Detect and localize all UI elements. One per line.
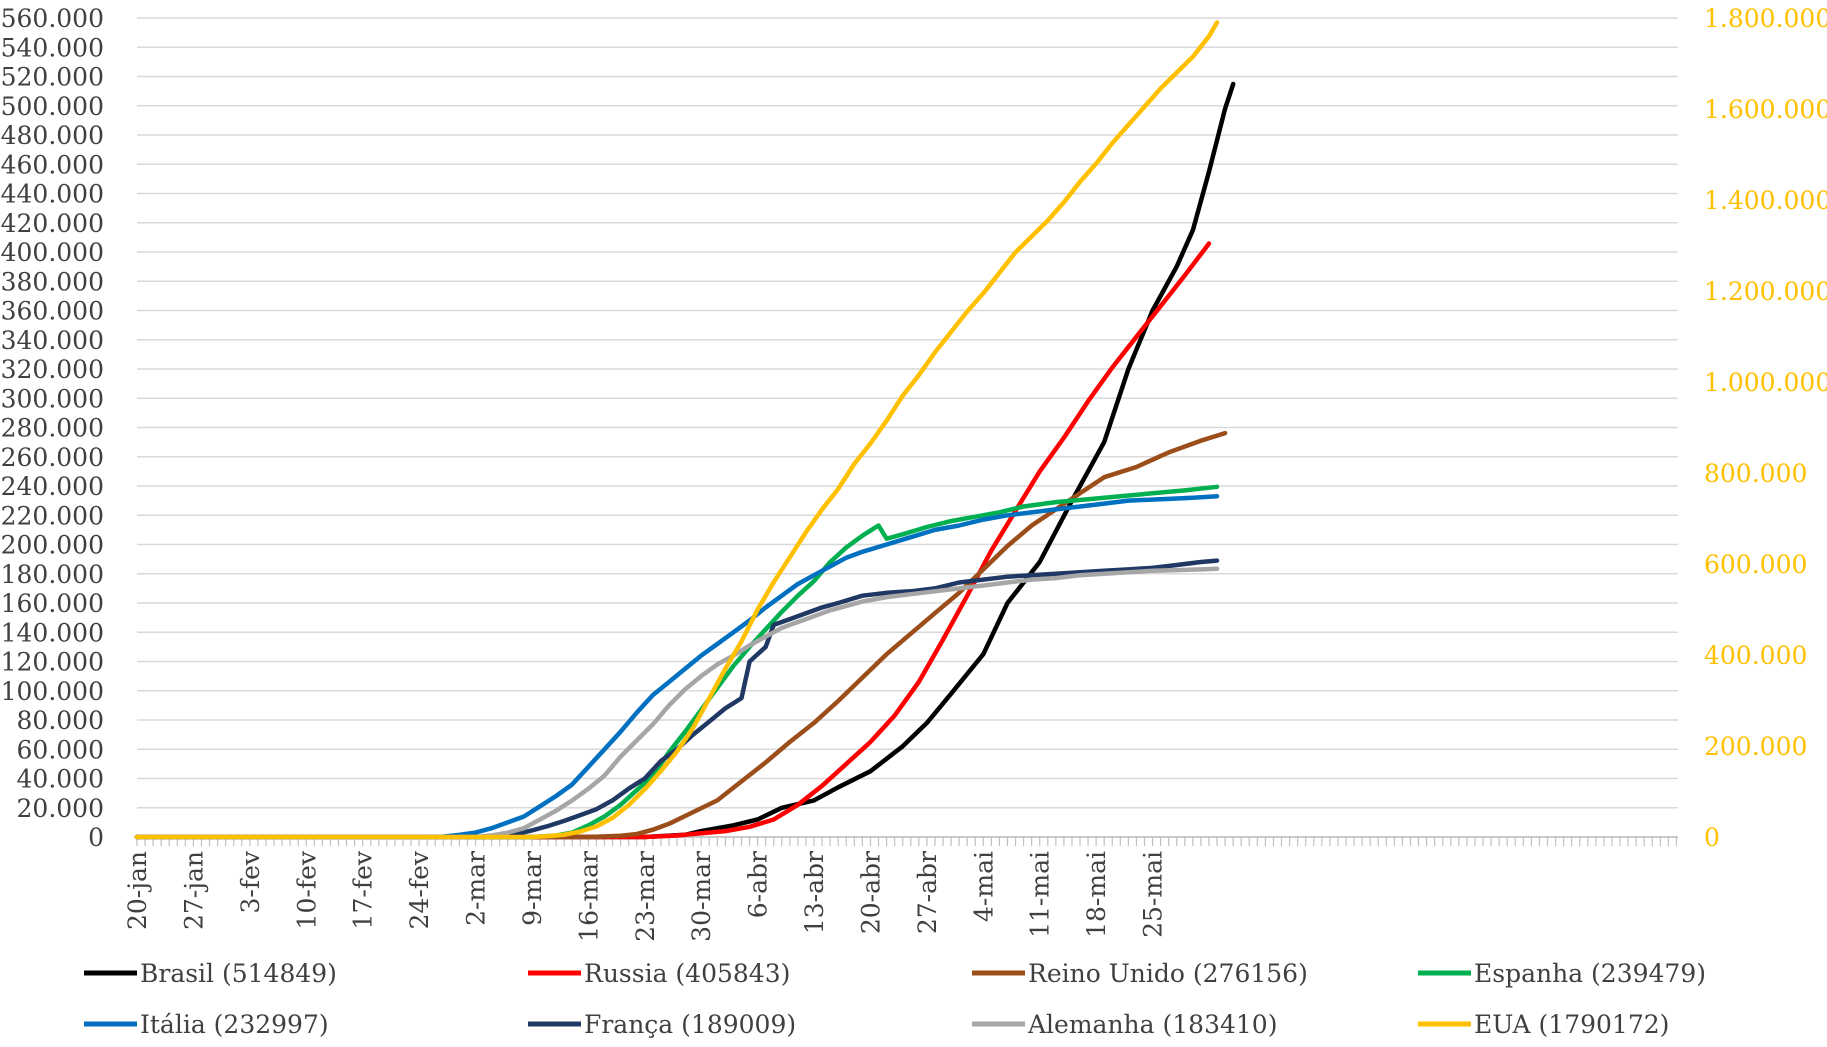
x-tick-label: 13-abr bbox=[800, 851, 829, 934]
legend-label: Brasil (514849) bbox=[140, 959, 337, 988]
x-tick-label: 23-mar bbox=[631, 851, 660, 942]
legend-item: Reino Unido (276156) bbox=[972, 959, 1308, 988]
series-line bbox=[134, 241, 1212, 840]
x-tick-label: 16-mar bbox=[574, 851, 603, 942]
legend-item: França (189009) bbox=[528, 1010, 796, 1039]
x-axis: 20-jan 27-jan 3-fev 10-fev 17-fev 24-fev 2-mar… bbox=[123, 836, 1678, 942]
x-tick-label: 3-fev bbox=[236, 850, 265, 913]
gridlines bbox=[137, 17, 1678, 838]
left-y-tick-label: 560.000 bbox=[1, 4, 104, 33]
left-y-tick-label: 420.000 bbox=[1, 209, 104, 238]
x-tick-label: 20-jan bbox=[123, 851, 152, 930]
left-y-tick-label: 440.000 bbox=[1, 180, 104, 209]
legend-label: Reino Unido (276156) bbox=[1028, 959, 1308, 988]
left-y-tick-label: 40.000 bbox=[17, 765, 104, 794]
left-y-tick-label: 320.000 bbox=[1, 355, 104, 384]
right-y-tick-label: 1.800.000 bbox=[1704, 4, 1827, 33]
left-y-tick-label: 280.000 bbox=[1, 414, 104, 443]
x-tick-label: 9-mar bbox=[518, 851, 547, 926]
left-y-tick-label: 480.000 bbox=[1, 121, 104, 150]
x-tick-label: 20-abr bbox=[856, 851, 885, 934]
x-tick-label: 4-mai bbox=[969, 851, 998, 922]
left-y-tick-label: 360.000 bbox=[1, 297, 104, 326]
right-y-tick-label: 1.600.000 bbox=[1704, 95, 1827, 124]
legend-label: Alemanha (183410) bbox=[1027, 1010, 1277, 1039]
series-line bbox=[134, 484, 1220, 840]
left-y-tick-label: 400.000 bbox=[1, 238, 104, 267]
right-y-tick-label: 200.000 bbox=[1704, 732, 1807, 761]
series-line bbox=[134, 493, 1220, 840]
right-y-tick-label: 1.400.000 bbox=[1704, 186, 1827, 215]
left-y-tick-label: 500.000 bbox=[1, 92, 104, 121]
left-y-tick-label: 240.000 bbox=[1, 472, 104, 501]
x-tick-label: 25-mai bbox=[1139, 851, 1168, 938]
legend-item: EUA (1790172) bbox=[1418, 1010, 1669, 1039]
left-y-tick-label: 200.000 bbox=[1, 531, 104, 560]
left-y-tick-label: 300.000 bbox=[1, 384, 104, 413]
left-y-tick-label: 160.000 bbox=[1, 589, 104, 618]
left-y-tick-label: 220.000 bbox=[1, 501, 104, 530]
x-tick-label: 6-abr bbox=[744, 851, 773, 918]
x-tick-label: 27-jan bbox=[179, 851, 208, 930]
left-y-tick-label: 100.000 bbox=[1, 677, 104, 706]
legend-label: Espanha (239479) bbox=[1474, 959, 1706, 988]
legend-item: Russia (405843) bbox=[528, 959, 790, 988]
right-y-tick-label: 1.200.000 bbox=[1704, 277, 1827, 306]
left-y-tick-label: 180.000 bbox=[1, 560, 104, 589]
left-y-tick-label: 520.000 bbox=[1, 63, 104, 92]
series-line bbox=[134, 20, 1220, 840]
left-y-tick-label: 20.000 bbox=[17, 794, 104, 823]
right-y-tick-label: 600.000 bbox=[1704, 550, 1807, 579]
legend-item: Itália (232997) bbox=[84, 1010, 329, 1039]
left-y-tick-label: 0 bbox=[88, 823, 104, 852]
x-tick-label: 24-fev bbox=[405, 850, 434, 929]
left-y-tick-label: 80.000 bbox=[17, 706, 104, 735]
left-y-tick-label: 120.000 bbox=[1, 648, 104, 677]
legend-item: Espanha (239479) bbox=[1418, 959, 1706, 988]
legend-label: EUA (1790172) bbox=[1474, 1010, 1669, 1039]
right-y-tick-label: 1.000.000 bbox=[1704, 368, 1827, 397]
legend-label: Russia (405843) bbox=[584, 959, 790, 988]
left-y-tick-label: 60.000 bbox=[17, 735, 104, 764]
right-y-axis: 0 200.000 400.000 600.000 800.000 1.000.000 1.… bbox=[1704, 4, 1827, 852]
left-y-tick-label: 140.000 bbox=[1, 618, 104, 647]
x-tick-label: 10-fev bbox=[292, 850, 321, 929]
right-y-tick-label: 400.000 bbox=[1704, 641, 1807, 670]
left-y-tick-label: 460.000 bbox=[1, 150, 104, 179]
x-tick-label: 11-mai bbox=[1026, 851, 1055, 938]
series-line bbox=[134, 566, 1220, 840]
series-lines bbox=[134, 20, 1236, 840]
right-y-tick-label: 0 bbox=[1704, 823, 1720, 852]
left-y-tick-label: 260.000 bbox=[1, 443, 104, 472]
legend-item: Alemanha (183410) bbox=[972, 1010, 1277, 1039]
right-y-tick-label: 800.000 bbox=[1704, 459, 1807, 488]
left-y-axis: 020.00040.00060.00080.000100.000120.0001… bbox=[1, 4, 104, 852]
x-tick-label: 27-abr bbox=[913, 851, 942, 934]
legend-label: Itália (232997) bbox=[140, 1010, 329, 1039]
left-y-tick-label: 380.000 bbox=[1, 267, 104, 296]
series-line bbox=[134, 558, 1220, 840]
series-line bbox=[134, 430, 1228, 840]
left-y-tick-label: 340.000 bbox=[1, 326, 104, 355]
legend: Brasil (514849) Russia (405843) Reino Unid… bbox=[84, 959, 1706, 1039]
x-tick-label: 18-mai bbox=[1082, 851, 1111, 938]
left-y-tick-label: 540.000 bbox=[1, 33, 104, 62]
x-tick-label: 17-fev bbox=[349, 850, 378, 929]
legend-label: França (189009) bbox=[584, 1010, 796, 1039]
x-tick-label: 30-mar bbox=[687, 851, 716, 942]
x-tick-label: 2-mar bbox=[462, 851, 491, 926]
legend-item: Brasil (514849) bbox=[84, 959, 337, 988]
